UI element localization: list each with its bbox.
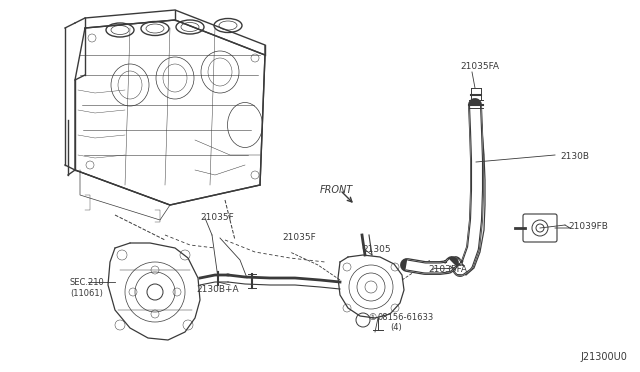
Polygon shape <box>475 180 485 205</box>
Polygon shape <box>451 105 483 275</box>
Polygon shape <box>455 270 466 275</box>
Text: 21035FA: 21035FA <box>428 265 467 274</box>
Text: SEC.210: SEC.210 <box>70 278 105 287</box>
Text: 21035F: 21035F <box>282 233 316 242</box>
Text: 21039FB: 21039FB <box>568 222 608 231</box>
Text: 2130B+A: 2130B+A <box>196 285 239 294</box>
Text: FRONT: FRONT <box>320 185 353 195</box>
Text: ①: ① <box>368 313 376 322</box>
Polygon shape <box>470 105 482 130</box>
Polygon shape <box>462 268 474 275</box>
Polygon shape <box>470 252 480 268</box>
Text: 21035FA: 21035FA <box>460 62 499 71</box>
Text: 2130B: 2130B <box>560 152 589 161</box>
Text: 21035F: 21035F <box>200 213 234 222</box>
Polygon shape <box>476 205 485 230</box>
Text: (11061): (11061) <box>70 289 103 298</box>
Polygon shape <box>452 262 460 270</box>
Polygon shape <box>406 259 456 273</box>
Text: J21300U0: J21300U0 <box>580 352 627 362</box>
Text: (4): (4) <box>390 323 402 332</box>
Text: 21305: 21305 <box>362 245 390 254</box>
Polygon shape <box>472 130 484 155</box>
Text: 08156-61633: 08156-61633 <box>378 313 435 322</box>
Polygon shape <box>474 155 485 180</box>
Polygon shape <box>474 230 484 252</box>
